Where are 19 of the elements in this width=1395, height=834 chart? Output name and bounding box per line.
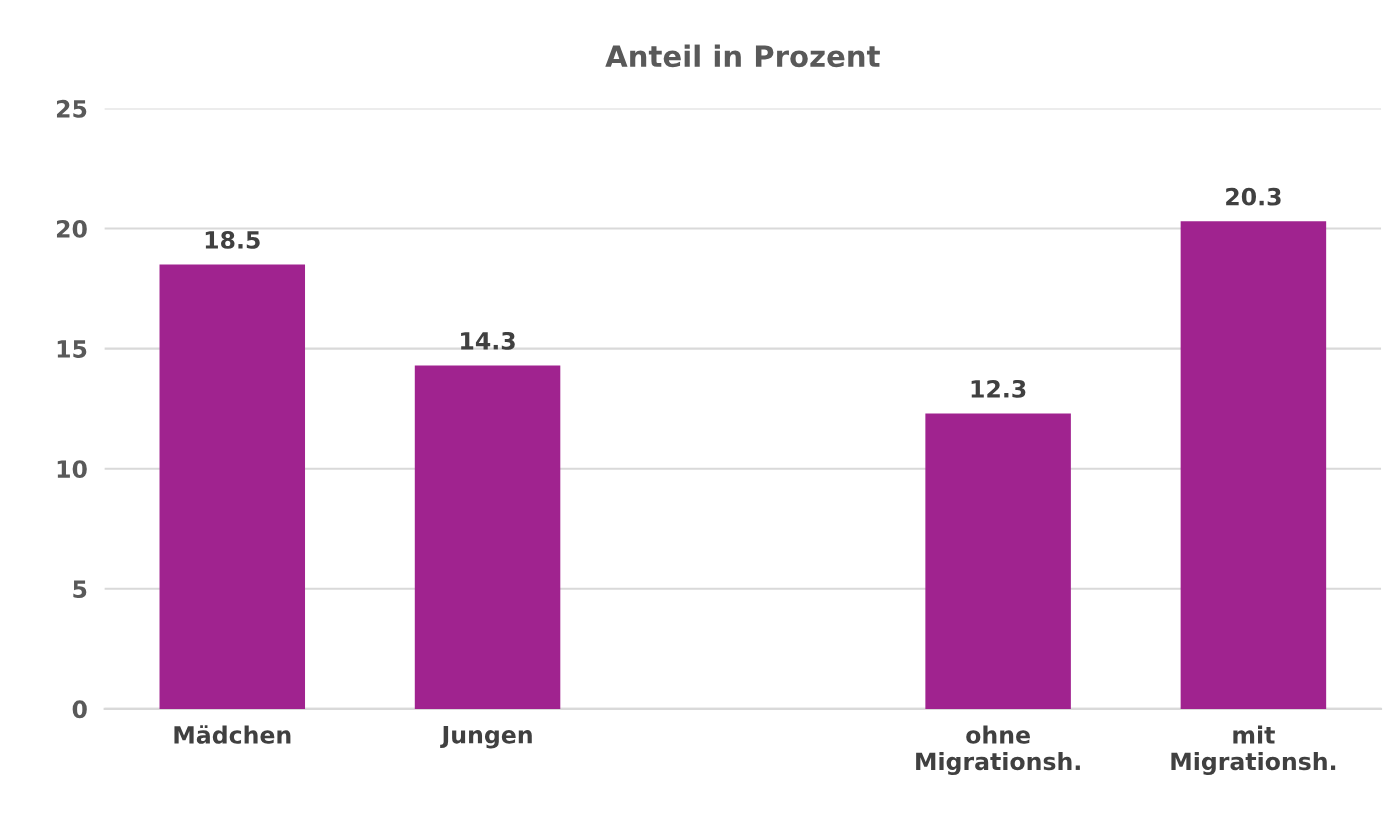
data-label: 12.3 xyxy=(971,379,1026,398)
y-tick-label: 5 xyxy=(73,580,87,599)
y-tick-label: 0 xyxy=(72,700,87,719)
y-tick-label: 20 xyxy=(56,219,87,238)
data-label: 18.5 xyxy=(205,231,260,249)
chart-title: Anteil in Prozent xyxy=(605,44,880,68)
x-tick-label: mit Migrationsh. xyxy=(1171,725,1336,776)
data-label: 20.3 xyxy=(1226,187,1281,206)
bar xyxy=(414,365,561,709)
y-tick-label: 25 xyxy=(56,99,87,118)
bar xyxy=(925,413,1071,709)
bar xyxy=(159,264,306,709)
bar xyxy=(1180,221,1327,709)
y-tick-label: 10 xyxy=(57,460,87,479)
x-tick-label: ohne Migrationsh. xyxy=(916,725,1080,776)
data-label: 14.3 xyxy=(461,331,515,350)
x-tick-label: Jungen xyxy=(440,726,532,749)
x-tick-label: Mädchen xyxy=(174,725,291,744)
y-tick-label: 15 xyxy=(57,340,87,358)
